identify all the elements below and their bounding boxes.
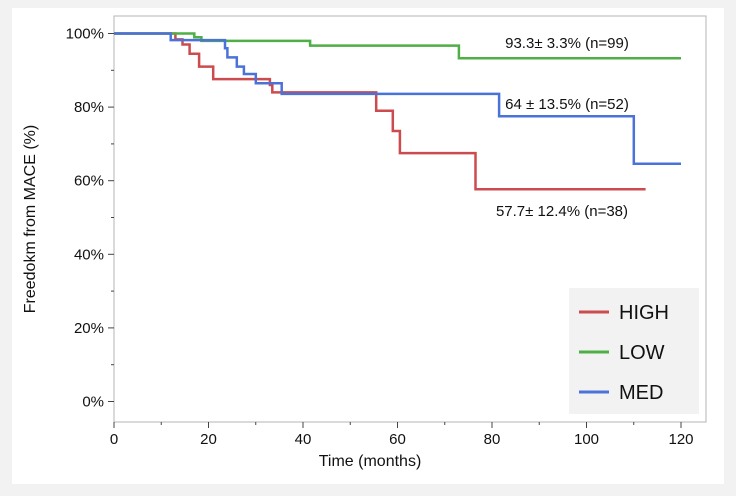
annotation-high: 57.7± 12.4% (n=38): [496, 203, 628, 220]
x-tick-label: 20: [200, 431, 217, 448]
legend-label-med: MED: [619, 382, 663, 404]
y-tick-label: 60%: [74, 173, 104, 190]
annotations: 57.7± 12.4% (n=38) 93.3± 3.3% (n=99) 64 ± …: [496, 35, 629, 220]
x-tick-label: 100: [574, 431, 599, 448]
x-tick-label: 60: [389, 431, 406, 448]
series-line-med: [114, 32, 681, 166]
axes: 0% 20% 40% 60% 80% 100% 0 20 40 60 80 100 120: [66, 26, 694, 449]
legend: HIGH LOW MED: [569, 288, 699, 414]
y-tick-label: 100%: [66, 26, 104, 43]
series-line-low: [114, 32, 681, 60]
y-axis-title: Freedokm from MACE (%): [22, 125, 39, 313]
annotation-low: 93.3± 3.3% (n=99): [505, 35, 629, 52]
x-tick-label: 80: [484, 431, 501, 448]
chart-frame: 0% 20% 40% 60% 80% 100% 0 20 40 60 80 100 120 57.7± …: [12, 8, 724, 484]
survival-chart: 0% 20% 40% 60% 80% 100% 0 20 40 60 80 100 120 57.7± …: [22, 15, 707, 470]
legend-label-high: HIGH: [619, 302, 669, 324]
x-tick-label: 0: [110, 431, 118, 448]
x-axis-title: Time (months): [319, 453, 422, 470]
y-tick-label: 40%: [74, 246, 104, 263]
y-tick-label: 80%: [74, 99, 104, 116]
y-tick-label: 20%: [74, 320, 104, 337]
x-tick-label: 40: [295, 431, 312, 448]
x-tick-label: 120: [668, 431, 693, 448]
legend-label-low: LOW: [619, 342, 665, 364]
annotation-med: 64 ± 13.5% (n=52): [505, 96, 629, 113]
y-tick-label: 0%: [82, 394, 104, 411]
series-layer: [114, 32, 681, 191]
